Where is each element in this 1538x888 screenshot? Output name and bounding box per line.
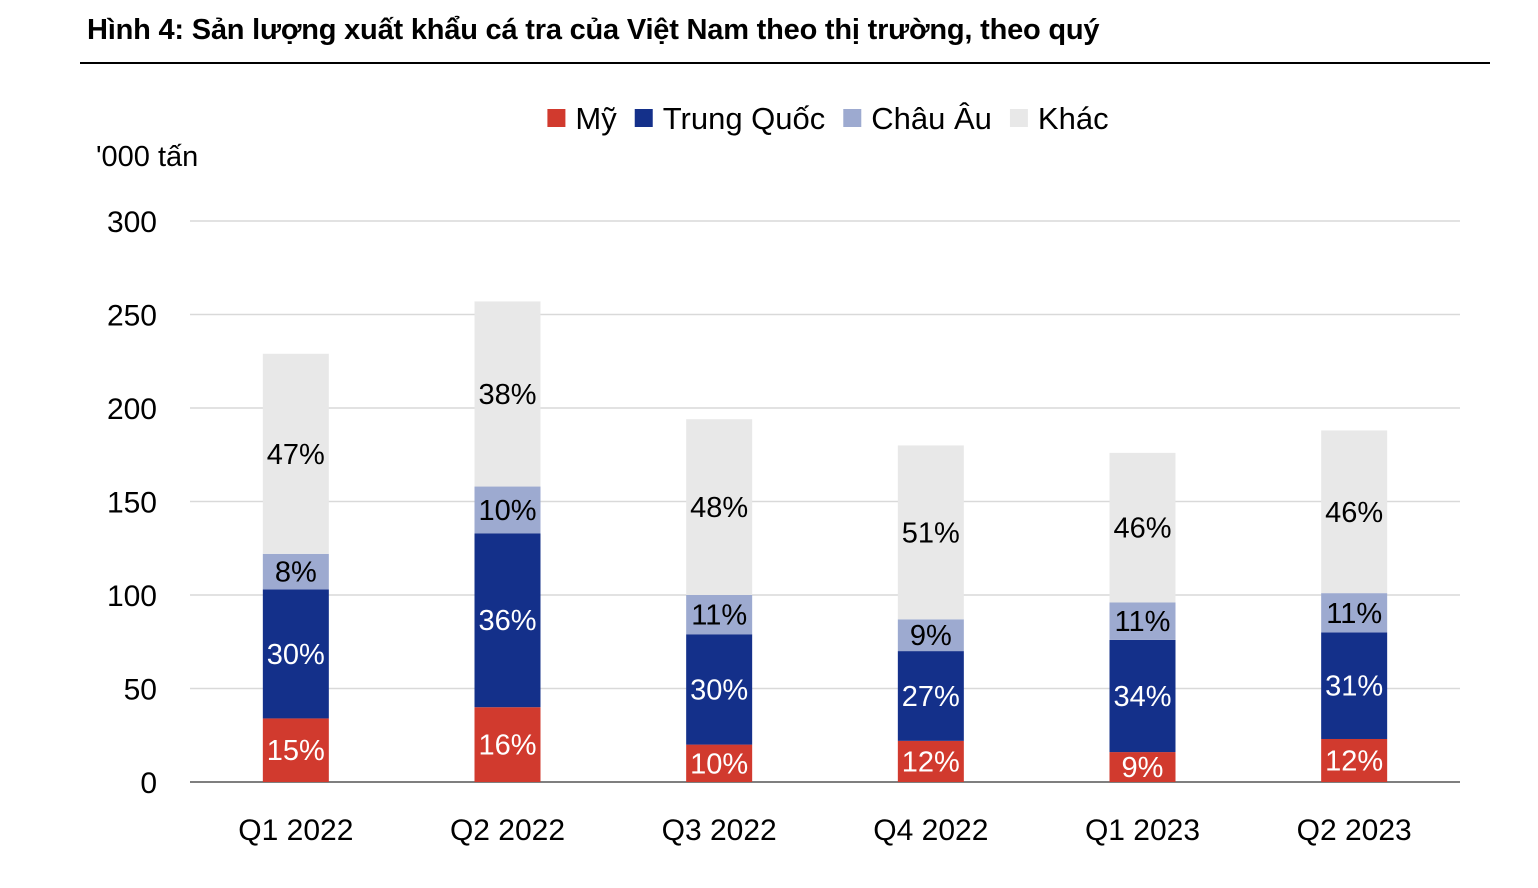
data-label: 38% [478, 379, 536, 411]
bar-segment [897, 619, 964, 652]
legend-swatch [547, 109, 566, 127]
bar-segment [1321, 738, 1388, 782]
x-tick-label: Q1 2023 [1085, 814, 1200, 847]
data-label: 10% [690, 748, 748, 780]
data-label: 34% [1113, 681, 1171, 713]
bar-segment [1321, 632, 1388, 739]
legend-label: Mỹ [575, 101, 617, 136]
bar-segment [686, 419, 753, 595]
legend-swatch [1009, 109, 1028, 127]
data-label: 46% [1113, 513, 1171, 545]
data-label: 48% [690, 492, 748, 524]
bar-segment [474, 707, 541, 782]
y-tick-label: 100 [107, 580, 157, 613]
data-label: 36% [478, 605, 536, 637]
chart-title: Hình 4: Sản lượng xuất khẩu cá tra của V… [87, 14, 1100, 46]
bar-segment [474, 533, 541, 708]
x-tick-label: Q1 2022 [238, 814, 353, 847]
x-tick-label: Q2 2023 [1297, 814, 1412, 847]
bar-segment [262, 553, 329, 590]
data-label: 11% [1326, 598, 1382, 630]
title-underline [80, 62, 1490, 64]
data-label: 46% [1325, 497, 1383, 529]
bar-segment [262, 353, 329, 554]
gridlines [190, 220, 1460, 783]
data-label: 11% [691, 600, 747, 632]
data-label: 30% [690, 674, 748, 706]
data-label: 10% [478, 495, 536, 527]
bar-segment [262, 589, 329, 719]
legend-label: Khác [1038, 101, 1109, 136]
legend-label: Châu Âu [871, 101, 992, 136]
data-label: 30% [267, 639, 325, 671]
bar-segment [1321, 593, 1388, 633]
bar-segment [1109, 639, 1176, 753]
legend-swatch [634, 109, 653, 127]
data-label: 12% [1325, 745, 1383, 777]
bar-segment [686, 744, 753, 782]
bar-segment [474, 301, 541, 487]
bar-segment [1109, 602, 1176, 640]
data-label: 47% [267, 439, 325, 471]
x-tick-label: Q4 2022 [873, 814, 988, 847]
data-label: 31% [1325, 671, 1383, 703]
data-label: 15% [267, 735, 325, 767]
data-label: 9% [1122, 752, 1164, 784]
data-label: 11% [1115, 606, 1171, 638]
y-tick-label: 300 [107, 206, 157, 239]
y-axis-unit-label: '000 tấn [96, 141, 198, 173]
x-axis-labels: Q1 2022 Q2 2022 Q3 2022 Q4 2022 Q1 2023 Q2 20… [238, 814, 1411, 847]
bar-segment [1321, 430, 1388, 594]
x-tick-label: Q3 2022 [662, 814, 777, 847]
bar-segment [897, 651, 964, 741]
data-label: 9% [910, 620, 952, 652]
legend-swatch [843, 109, 862, 127]
y-axis-ticks: 0 50 100 150 200 250 300 [107, 206, 157, 800]
bar-segment [686, 595, 753, 635]
legend: Mỹ Trung Quốc Châu Âu Khác [547, 101, 1109, 136]
bar-segment [474, 486, 541, 534]
y-tick-label: 0 [140, 767, 157, 800]
data-label: 8% [275, 557, 317, 589]
legend-label: Trung Quốc [663, 101, 826, 136]
data-label: 12% [902, 746, 960, 778]
bar-segment [897, 740, 964, 782]
y-tick-label: 150 [107, 487, 157, 520]
bar-segment [686, 634, 753, 745]
bars: 15% 30% 8% 47% 16% 36% 10% 38% 10% 30% 11% 48% 12% 27… [262, 301, 1388, 784]
bar-segment [1109, 452, 1176, 603]
bar-segment [262, 718, 329, 782]
data-label: 16% [478, 730, 536, 762]
y-tick-label: 250 [107, 300, 157, 333]
y-tick-label: 50 [124, 674, 157, 707]
x-tick-label: Q2 2022 [450, 814, 565, 847]
data-label: 27% [902, 681, 960, 713]
data-label: 51% [902, 517, 960, 549]
bar-segment [897, 445, 964, 620]
y-tick-label: 200 [107, 393, 157, 426]
bar-segment [1109, 752, 1176, 782]
